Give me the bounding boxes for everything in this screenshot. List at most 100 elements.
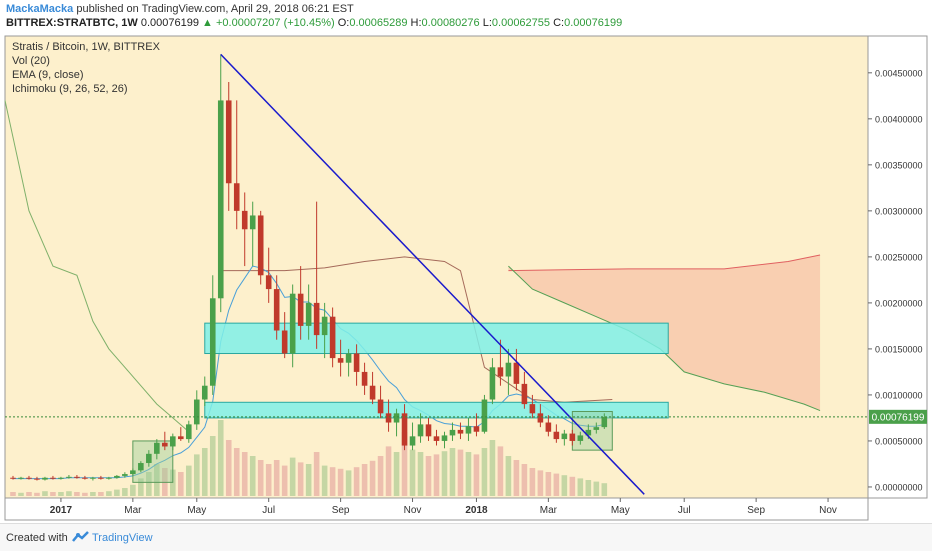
volume-bar <box>457 449 464 496</box>
candle-body <box>537 413 544 423</box>
time-tick-label: Nov <box>404 505 422 516</box>
volume-bar <box>154 464 160 496</box>
volume-bar <box>529 468 536 496</box>
chart-area[interactable]: 0.00450000 0.00400000 0.00350000 0.00300000… <box>0 33 932 523</box>
price-change: ▲ +0.00007207 (+10.45%) <box>202 17 335 29</box>
candle-body <box>98 477 104 479</box>
candle-body <box>441 435 448 441</box>
candle-body <box>122 474 128 476</box>
volume-bar <box>273 460 280 496</box>
time-tick-label: Nov <box>819 505 837 516</box>
volume-bar <box>177 472 184 496</box>
candle-body <box>42 477 48 480</box>
volume-bar <box>513 460 520 496</box>
author-link[interactable]: MackaMacka <box>6 3 74 15</box>
price-tick-label: 0.00150000 <box>875 344 923 354</box>
volume-bar <box>26 492 32 496</box>
time-tick-label: Jul <box>262 505 275 516</box>
candle-body <box>114 475 120 478</box>
tradingview-logo-icon[interactable] <box>72 530 90 548</box>
created-with-text: Created with <box>6 532 68 544</box>
open-label: O: <box>337 17 350 29</box>
volume-bar <box>289 457 296 496</box>
volume-bar <box>265 464 272 496</box>
candle-body <box>201 385 208 400</box>
legend-ichimoku: Ichimoku (9, 26, 52, 26) <box>12 83 128 95</box>
volume-bar <box>249 456 256 496</box>
volume-bar <box>585 480 592 496</box>
candle-body <box>177 436 184 440</box>
volume-bar <box>481 448 488 496</box>
candle-body <box>593 427 600 430</box>
volume-bar <box>337 468 344 496</box>
candle-body <box>401 413 408 446</box>
open-value: 0.00065289 <box>349 17 408 29</box>
time-tick-label: May <box>611 505 630 516</box>
candle-body <box>297 293 304 326</box>
volume-bar <box>58 492 64 496</box>
volume-bar <box>601 483 608 496</box>
candle-body <box>529 404 536 414</box>
candle-body <box>281 330 288 354</box>
candle-body <box>225 100 232 184</box>
cloud-span-b <box>508 254 821 272</box>
candle-body <box>425 424 432 437</box>
volume-bar <box>66 491 72 496</box>
volume-bar <box>146 472 152 496</box>
candle-body <box>481 399 488 432</box>
candle-body <box>18 477 24 479</box>
volume-bar <box>473 454 480 496</box>
volume-bar <box>106 491 112 496</box>
candle-body <box>146 453 152 464</box>
published-text: published on TradingView.com, April 29, … <box>76 3 354 15</box>
candle-body <box>353 353 360 372</box>
volume-bar <box>138 478 144 496</box>
candle-body <box>217 100 224 299</box>
time-tick-label: Mar <box>540 505 558 516</box>
time-tick-label: Mar <box>124 505 142 516</box>
volume-bar <box>545 472 552 496</box>
volume-bar <box>505 456 512 496</box>
candle-body <box>585 429 592 436</box>
candle-body <box>273 289 280 331</box>
candle-body <box>369 385 376 400</box>
candle-body <box>193 399 200 425</box>
volume-bar <box>18 492 24 496</box>
candle-body <box>321 316 328 336</box>
volume-bar <box>593 481 600 496</box>
volume-bar <box>553 473 560 496</box>
volume-bar <box>321 465 328 496</box>
time-axis[interactable] <box>4 497 869 521</box>
trend-line <box>220 53 645 495</box>
candle-body <box>505 362 512 377</box>
volume-bar <box>50 492 56 496</box>
lagging-span-line <box>4 100 190 433</box>
candle-body <box>241 210 248 230</box>
candle-body <box>162 442 168 447</box>
candle-body <box>521 383 528 405</box>
price-tick-label: 0.00000000 <box>875 482 923 492</box>
volume-bar <box>241 452 248 496</box>
volume-bar <box>313 452 320 496</box>
candle-body <box>329 316 336 359</box>
candle-body <box>305 302 312 326</box>
volume-bar <box>122 488 128 496</box>
candle-body <box>545 422 552 432</box>
candle-body <box>170 436 176 447</box>
price-axis[interactable] <box>867 35 928 499</box>
tradingview-link[interactable]: TradingView <box>92 532 153 544</box>
legend-volume: Vol (20) <box>12 55 50 67</box>
volume-bar <box>569 476 576 496</box>
legend-title: Stratis / Bitcoin, 1W, BITTREX <box>12 41 161 53</box>
footer: Created with TradingView <box>0 523 932 551</box>
volume-bar <box>449 448 456 496</box>
candle-body <box>569 433 576 441</box>
volume-bar <box>497 446 504 496</box>
volume-bar <box>42 491 48 496</box>
volume-bar <box>114 489 120 496</box>
volume-bar <box>297 462 304 496</box>
volume-bar <box>409 449 416 496</box>
accumulation-box <box>132 440 174 483</box>
candle-body <box>138 463 144 471</box>
price-chart[interactable]: 0.00450000 0.00400000 0.00350000 0.00300000… <box>0 33 932 523</box>
